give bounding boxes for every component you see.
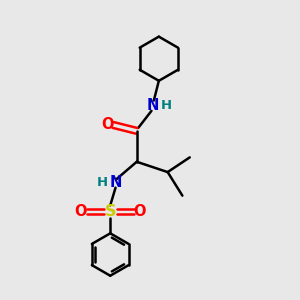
Text: S: S <box>104 204 116 219</box>
Text: H: H <box>161 99 172 112</box>
Text: O: O <box>75 204 87 219</box>
Text: O: O <box>134 204 146 219</box>
Text: N: N <box>110 175 122 190</box>
Text: H: H <box>96 176 108 189</box>
Text: N: N <box>147 98 159 113</box>
Text: O: O <box>101 118 114 133</box>
